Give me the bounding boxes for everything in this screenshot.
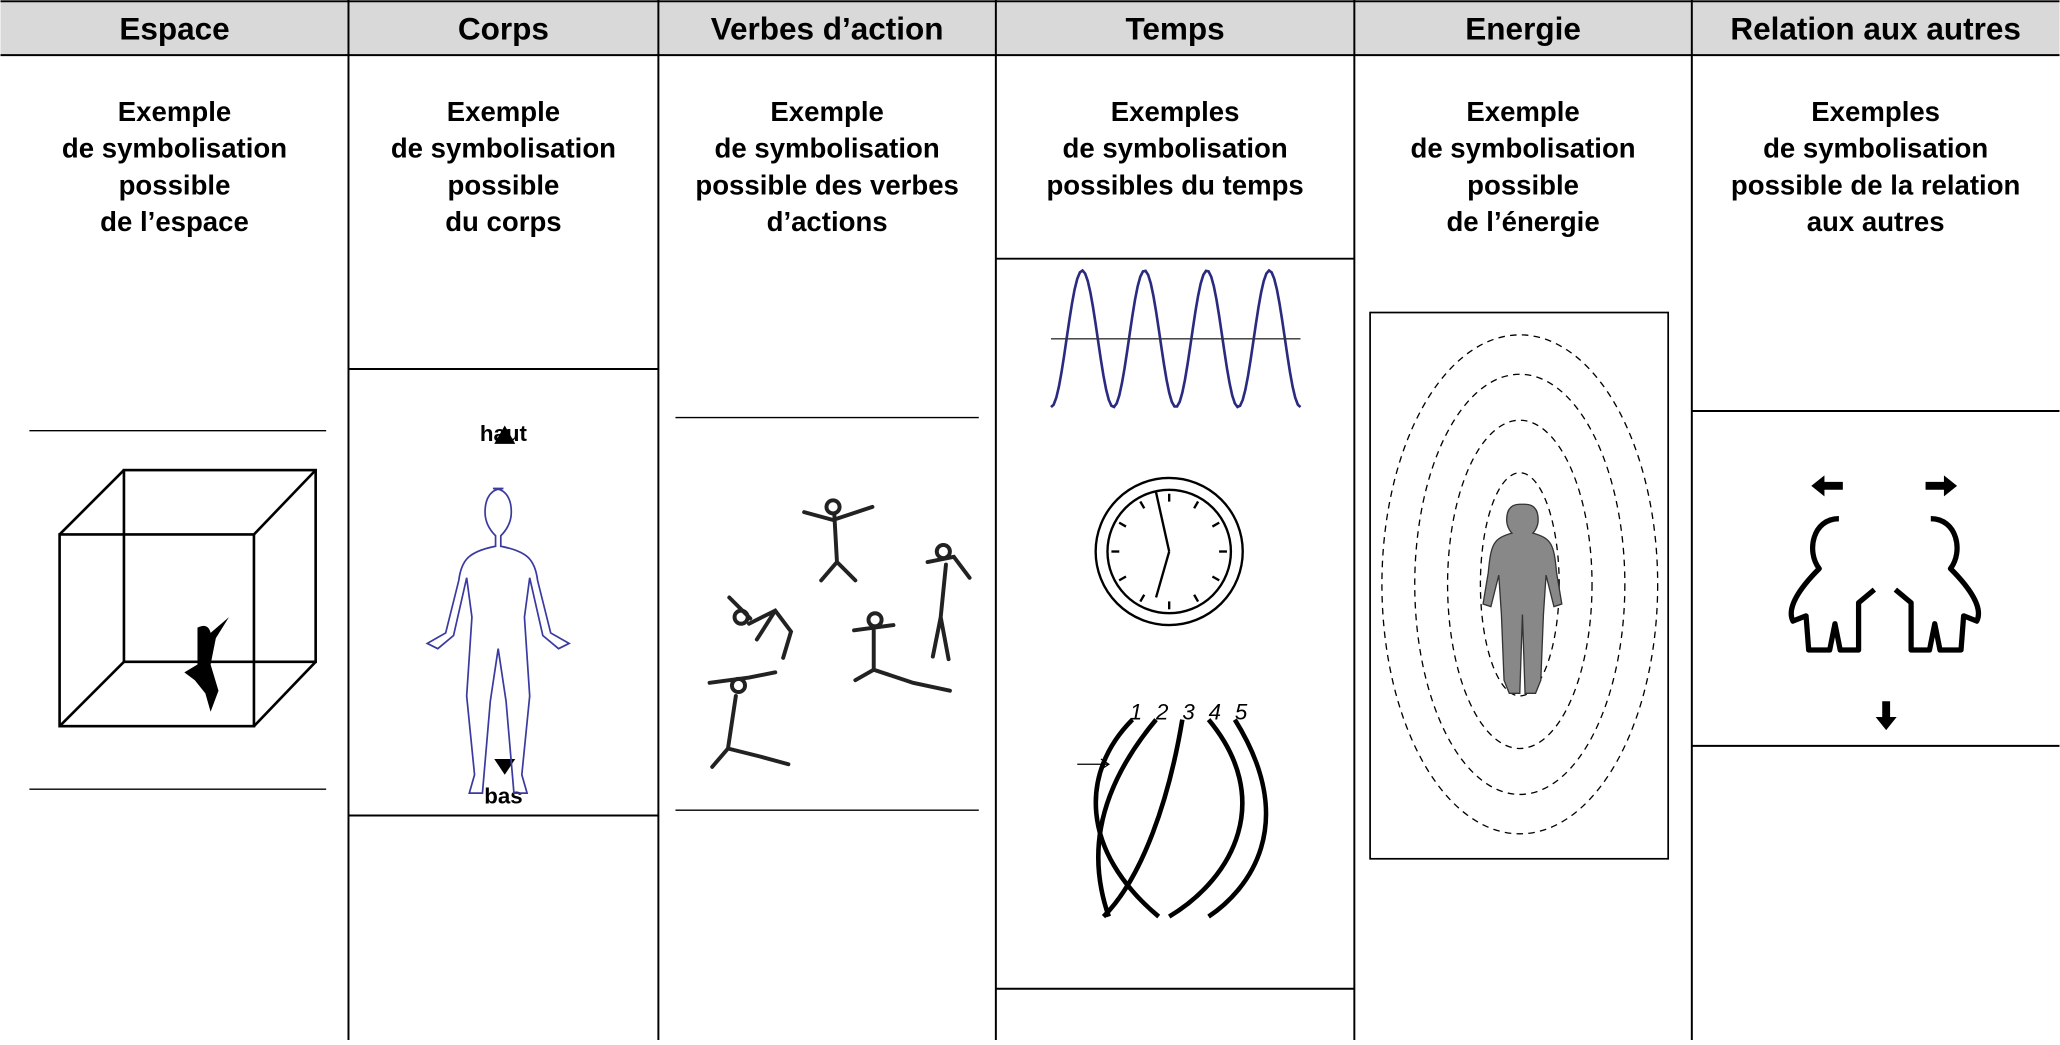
header-row bbox=[0, 0, 2060, 56]
clock-tick bbox=[1211, 575, 1220, 582]
caption-line: Exemple bbox=[118, 96, 231, 127]
arrow-down bbox=[494, 758, 516, 775]
arrow-up bbox=[494, 425, 516, 444]
action-figures bbox=[707, 498, 972, 769]
column-header: Temps bbox=[1125, 10, 1224, 46]
caption-line: possible bbox=[1467, 169, 1579, 200]
clock-tick bbox=[1139, 500, 1146, 509]
column-header: Espace bbox=[119, 10, 229, 46]
caption-line: possible de la relation bbox=[1731, 169, 2020, 200]
clock-tick bbox=[1193, 500, 1200, 509]
column-header: Corps bbox=[458, 10, 549, 46]
caption-line: de l’énergie bbox=[1446, 206, 1599, 237]
time-label: 5 bbox=[1235, 700, 1248, 725]
clock-tick bbox=[1211, 521, 1220, 528]
rhythm-arrow bbox=[1077, 758, 1110, 771]
caption-line: de symbolisation bbox=[1063, 133, 1288, 164]
caption-line: Exemples bbox=[1811, 96, 1940, 127]
energy-frame bbox=[1369, 311, 1670, 860]
time-label: 4 bbox=[1209, 700, 1221, 725]
caption-line: de symbolisation bbox=[715, 133, 940, 164]
rhythm-curves bbox=[1093, 717, 1269, 919]
caption-line: Exemples bbox=[1111, 96, 1240, 127]
caption-line: aux autres bbox=[1807, 206, 1945, 237]
direction-arrows bbox=[1811, 475, 1958, 731]
caption-line: possible bbox=[119, 169, 231, 200]
label-top: haut bbox=[480, 421, 528, 446]
separators bbox=[29, 416, 979, 811]
caption-line: Exemple bbox=[770, 96, 883, 127]
caption-line: de symbolisation bbox=[391, 133, 616, 164]
body-outline bbox=[425, 487, 571, 794]
clock-tick bbox=[1118, 575, 1127, 582]
clock-tick bbox=[1118, 521, 1127, 528]
caption-line: de symbolisation bbox=[1411, 133, 1636, 164]
time-label: 2 bbox=[1155, 700, 1169, 725]
clock-tick bbox=[1193, 594, 1200, 603]
time-label: 1 bbox=[1130, 700, 1142, 725]
caption-line: de symbolisation bbox=[1763, 133, 1988, 164]
caption-line: Exemple bbox=[447, 96, 560, 127]
caption-line: du corps bbox=[445, 206, 561, 237]
clock-icon bbox=[1094, 476, 1244, 627]
caption-line: possible bbox=[448, 169, 560, 200]
sine-wave bbox=[1050, 268, 1302, 409]
time-label: 3 bbox=[1182, 700, 1195, 725]
caption-line: de l’espace bbox=[100, 206, 249, 237]
caption-line: possible des verbes bbox=[695, 169, 959, 200]
label-bottom: bas bbox=[484, 784, 522, 809]
caption-line: possibles du temps bbox=[1046, 169, 1303, 200]
caption-line: de symbolisation bbox=[62, 133, 287, 164]
energy-field bbox=[1381, 334, 1659, 835]
caption-line: d’actions bbox=[767, 206, 888, 237]
column-header: Energie bbox=[1465, 10, 1581, 46]
clock-tick bbox=[1139, 594, 1146, 603]
column-header: Verbes d’action bbox=[711, 10, 944, 46]
cube-icon bbox=[58, 468, 317, 728]
column-header: Relation aux autres bbox=[1730, 10, 2021, 46]
two-figures bbox=[1788, 516, 1981, 653]
energy-figure bbox=[1482, 503, 1563, 694]
caption-line: Exemple bbox=[1466, 96, 1579, 127]
dancer-silhouette bbox=[184, 617, 229, 712]
